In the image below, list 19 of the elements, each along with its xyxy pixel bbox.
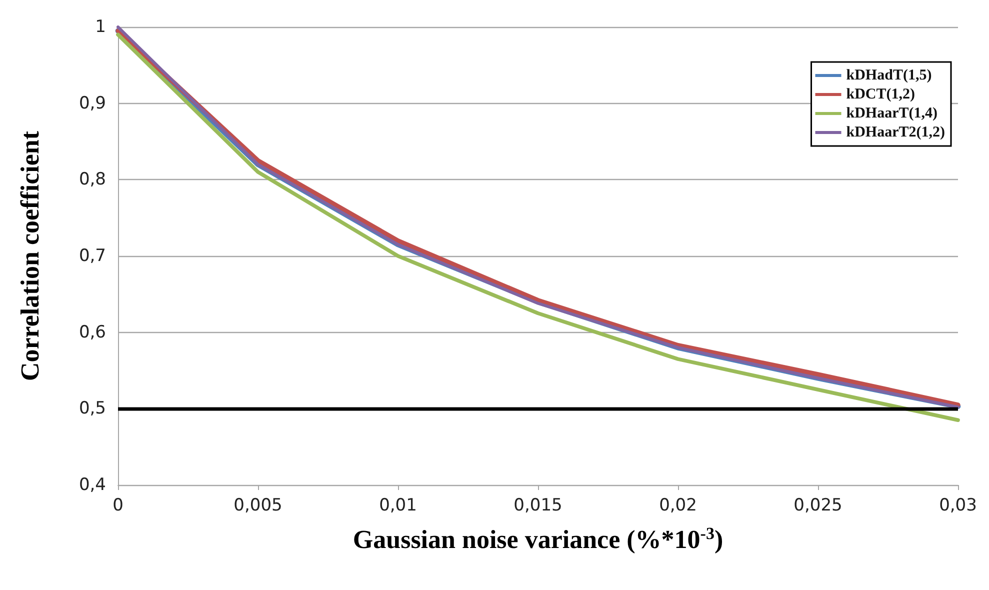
x-tick-label: 0,025 <box>794 496 842 516</box>
legend-label: kDHadT(1,5) <box>846 68 932 84</box>
legend-label: kDCT(1,2) <box>846 86 916 102</box>
x-tick-label: 0,02 <box>659 496 697 516</box>
x-tick-label: 0,01 <box>379 496 417 516</box>
y-tick-label: 0,9 <box>78 93 106 114</box>
x-tick-label: 0,03 <box>939 496 977 516</box>
x-tick-label: 0,005 <box>234 496 282 516</box>
y-axis-title: Correlation coefficient <box>16 130 44 382</box>
x-tick-label: 0 <box>112 496 124 516</box>
legend-label: kDHaarT(1,4) <box>846 106 938 122</box>
y-tick-label: 0,4 <box>78 475 106 495</box>
legend-label: kDHaarT2(1,2) <box>846 124 946 140</box>
y-tick-label: 0,8 <box>78 170 106 190</box>
y-tick-label: 0,6 <box>78 322 106 342</box>
y-tick-label: 0,5 <box>78 398 106 419</box>
x-tick-label: 0,015 <box>514 496 562 516</box>
y-tick-label: 0,7 <box>78 246 106 266</box>
y-tick-label: 1 <box>95 17 106 37</box>
